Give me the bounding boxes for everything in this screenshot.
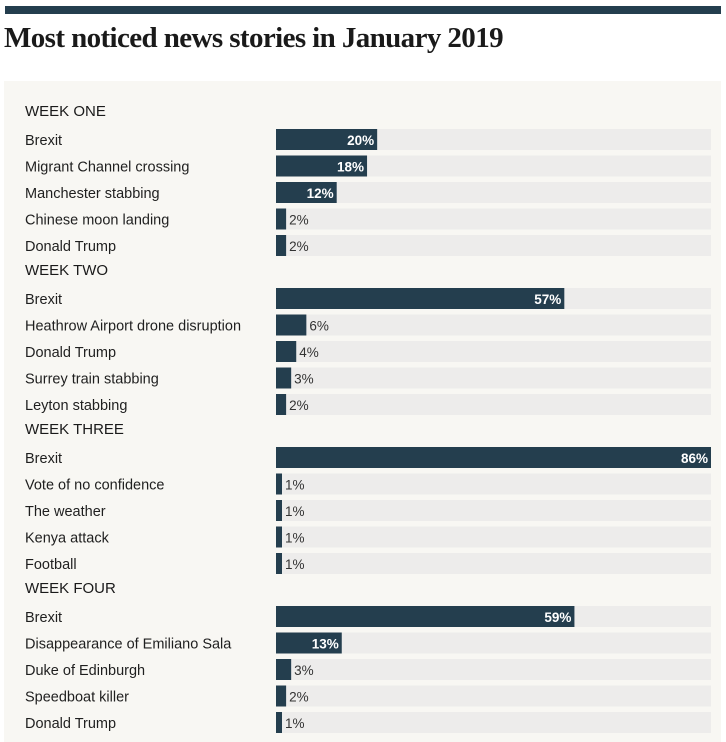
- bar: [276, 341, 297, 362]
- category-label: The weather: [25, 504, 106, 520]
- data-label: 2%: [289, 239, 309, 254]
- data-label: 86%: [681, 451, 708, 466]
- bar: [276, 447, 711, 468]
- category-label: Donald Trump: [25, 345, 116, 361]
- bar: [276, 500, 282, 521]
- data-label: 3%: [294, 372, 314, 387]
- category-label: Surrey train stabbing: [25, 372, 159, 388]
- bar: [276, 235, 287, 256]
- bar-track: [276, 712, 711, 733]
- category-label: Brexit: [25, 610, 62, 626]
- chart-panel: WEEK ONE Brexit 20% Migrant Channel crossin…: [4, 81, 721, 742]
- category-label: Brexit: [25, 133, 62, 149]
- bar: [276, 685, 287, 707]
- data-label: 4%: [299, 345, 319, 360]
- bar: [276, 155, 368, 177]
- bar-track: [276, 500, 711, 521]
- bar: [276, 314, 307, 336]
- chart-svg: WEEK ONE Brexit 20% Migrant Channel crossin…: [25, 103, 711, 733]
- category-label: Manchester stabbing: [25, 186, 160, 202]
- bar: [276, 473, 282, 495]
- data-label: 18%: [337, 160, 364, 175]
- bar-track: [276, 367, 711, 389]
- bar-track: [276, 632, 711, 654]
- bar: [276, 182, 337, 203]
- data-label: 1%: [285, 716, 305, 731]
- bar: [276, 288, 565, 309]
- bar-track: [276, 208, 711, 230]
- category-label: Vote of no confidence: [25, 478, 164, 494]
- data-label: 20%: [347, 133, 374, 148]
- data-label: 57%: [534, 292, 561, 307]
- bar: [276, 606, 575, 627]
- data-label: 2%: [289, 398, 309, 413]
- category-label: Migrant Channel crossing: [25, 160, 189, 176]
- bar: [276, 659, 292, 680]
- bar: [276, 632, 342, 654]
- category-label: Disappearance of Emiliano Sala: [25, 637, 232, 653]
- bar: [276, 394, 287, 415]
- bar-track: [276, 473, 711, 495]
- bar-track: [276, 659, 711, 680]
- category-label: Duke of Edinburgh: [25, 663, 145, 679]
- bar-track: [276, 155, 711, 177]
- bar-track: [276, 182, 711, 203]
- data-label: 13%: [312, 637, 339, 652]
- data-label: 3%: [294, 663, 314, 678]
- bar: [276, 712, 282, 733]
- top-rule: [5, 6, 721, 14]
- bar-track: [276, 235, 711, 256]
- data-label: 1%: [285, 557, 305, 572]
- category-label: Football: [25, 557, 77, 573]
- bar: [276, 208, 287, 230]
- category-label: Chinese moon landing: [25, 213, 169, 229]
- bar-track: [276, 341, 711, 362]
- category-label: Donald Trump: [25, 716, 116, 732]
- category-label: Speedboat killer: [25, 690, 129, 706]
- bar: [276, 553, 282, 574]
- category-label: Brexit: [25, 292, 62, 308]
- bar-track: [276, 553, 711, 574]
- data-label: 1%: [285, 504, 305, 519]
- category-label: Brexit: [25, 451, 62, 467]
- data-label: 1%: [285, 531, 305, 546]
- data-label: 6%: [309, 319, 329, 334]
- bar: [276, 129, 378, 150]
- bar: [276, 367, 292, 389]
- bar-track: [276, 314, 711, 336]
- bar-track: [276, 526, 711, 548]
- data-label: 2%: [289, 690, 309, 705]
- category-label: Kenya attack: [25, 531, 110, 547]
- bar: [276, 526, 282, 548]
- section-heading: WEEK THREE: [25, 421, 124, 438]
- data-label: 59%: [544, 610, 571, 625]
- section-heading: WEEK FOUR: [25, 580, 116, 597]
- bar-track: [276, 129, 711, 150]
- bar-track: [276, 685, 711, 707]
- category-label: Heathrow Airport drone disruption: [25, 319, 241, 335]
- bar-track: [276, 394, 711, 415]
- section-heading: WEEK TWO: [25, 262, 108, 279]
- data-label: 1%: [285, 478, 305, 493]
- category-label: Donald Trump: [25, 239, 116, 255]
- section-heading: WEEK ONE: [25, 103, 106, 120]
- category-label: Leyton stabbing: [25, 398, 127, 414]
- data-label: 12%: [307, 186, 334, 201]
- page-title: Most noticed news stories in January 201…: [4, 22, 504, 54]
- data-label: 2%: [289, 213, 309, 228]
